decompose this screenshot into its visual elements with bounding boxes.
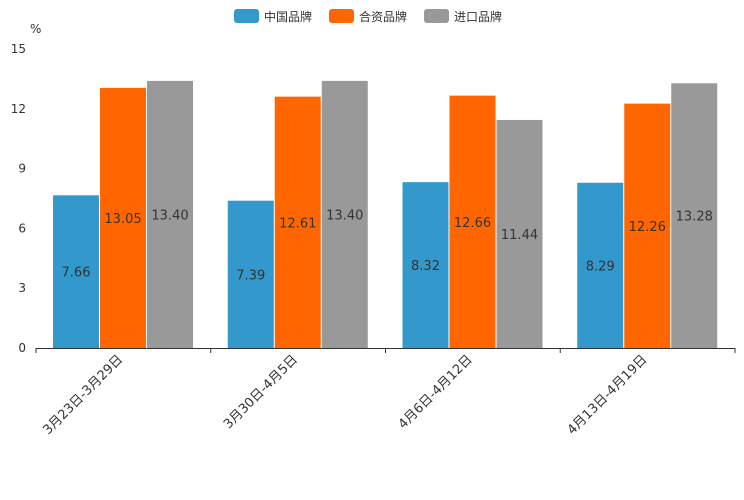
- legend-label[interactable]: 合资品牌: [359, 9, 407, 24]
- legend: 中国品牌 合资品牌 进口品牌: [234, 9, 502, 24]
- data-label: 12.66: [454, 216, 491, 231]
- x-axis: 3月23日-3月29日 3月30日-4月5日 4月6日-4月12日 4月13日-4月1…: [35, 348, 736, 438]
- data-label: 11.44: [501, 228, 538, 243]
- y-tick-label: 15: [11, 42, 26, 56]
- bar-进口品牌-1: [321, 80, 368, 348]
- bar-合资品牌-1: [274, 96, 321, 349]
- data-label: 13.28: [676, 210, 713, 225]
- bar-合资品牌-0: [100, 87, 146, 349]
- bar-进口品牌-2: [496, 119, 543, 348]
- legend-label[interactable]: 进口品牌: [454, 10, 502, 24]
- bar-中国品牌-3: [577, 182, 624, 348]
- x-tick-label: 3月23日-3月29日: [40, 352, 126, 438]
- bar-中国品牌-1: [227, 200, 274, 348]
- bar-合资品牌-2: [449, 95, 496, 348]
- y-tick-label: 0: [18, 341, 26, 355]
- data-label: 7.39: [236, 268, 265, 283]
- data-label: 13.05: [104, 212, 141, 227]
- bar-中国品牌-0: [53, 195, 99, 348]
- data-label: 8.32: [411, 259, 440, 274]
- data-label: 7.66: [62, 266, 91, 281]
- legend-swatch[interactable]: [234, 9, 259, 23]
- y-tick-label: 12: [11, 102, 26, 116]
- bar-进口品牌-3: [671, 83, 718, 348]
- bar-合资品牌-3: [624, 103, 671, 348]
- legend-label[interactable]: 中国品牌: [264, 9, 312, 24]
- y-axis: 0 3 6 9 12 15: [11, 42, 26, 355]
- y-tick-label: 3: [18, 281, 26, 295]
- data-label: 13.40: [326, 208, 363, 223]
- legend-swatch[interactable]: [329, 9, 354, 23]
- legend-swatch[interactable]: [424, 9, 449, 23]
- x-tick-label: 4月6日-4月12日: [396, 352, 476, 432]
- y-tick-label: 9: [18, 162, 26, 176]
- x-tick-label: 3月30日-4月5日: [221, 352, 301, 432]
- bar-中国品牌-2: [402, 182, 449, 348]
- bar-进口品牌-0: [147, 80, 193, 348]
- data-label: 13.40: [151, 208, 188, 223]
- bar-series-group: 7.66 13.05 13.40 7.39 12.61 13.40 8.32 12.66 11.…: [53, 80, 718, 349]
- data-label: 8.29: [586, 259, 615, 274]
- data-label: 12.26: [629, 220, 666, 235]
- x-tick-label: 4月13日-4月19日: [565, 352, 651, 438]
- y-tick-label: 6: [18, 221, 26, 235]
- y-axis-unit-label: %: [30, 22, 41, 36]
- data-label: 12.61: [279, 216, 316, 231]
